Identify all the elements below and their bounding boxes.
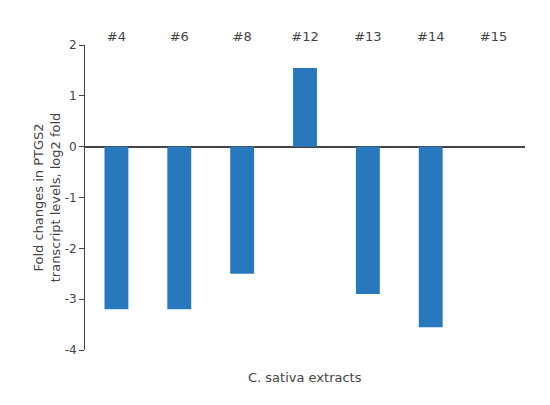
svg-text:#13: #13	[354, 29, 381, 44]
svg-text:-3: -3	[65, 292, 77, 306]
svg-text:#15: #15	[480, 29, 507, 44]
svg-text:#4: #4	[107, 29, 126, 44]
svg-text:-1: -1	[65, 191, 77, 205]
svg-text:#8: #8	[233, 29, 252, 44]
svg-text:2: 2	[69, 38, 77, 52]
svg-text:-4: -4	[65, 343, 77, 357]
svg-text:#12: #12	[291, 29, 318, 44]
svg-text:#6: #6	[170, 29, 189, 44]
svg-text:0: 0	[69, 140, 77, 154]
svg-text:Fold changes in PTGS2transcrip: Fold changes in PTGS2transcript levels, …	[31, 113, 63, 283]
svg-text:-2: -2	[65, 242, 77, 256]
svg-text:1: 1	[69, 89, 77, 103]
svg-text:#14: #14	[417, 29, 444, 44]
svg-text:C. sativa extracts: C. sativa extracts	[248, 370, 362, 385]
